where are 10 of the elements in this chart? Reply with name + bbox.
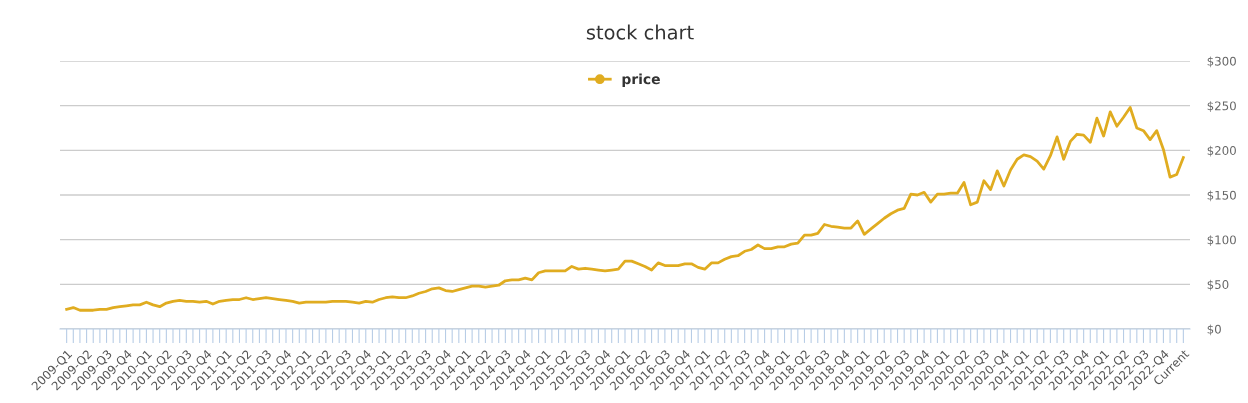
y-tick-label: $150 bbox=[1207, 190, 1236, 202]
line-series bbox=[65, 106, 1185, 312]
y-tick-label: $50 bbox=[1207, 279, 1229, 291]
chart-title: stock chart bbox=[586, 24, 694, 40]
y-tick-label: $300 bbox=[1207, 56, 1236, 68]
y-tick-label: $0 bbox=[1207, 324, 1221, 336]
y-tick-label: $200 bbox=[1207, 145, 1236, 157]
legend-label: price bbox=[622, 73, 660, 87]
y-tick-label: $250 bbox=[1207, 101, 1236, 112]
y-tick-label: $100 bbox=[1207, 235, 1236, 246]
